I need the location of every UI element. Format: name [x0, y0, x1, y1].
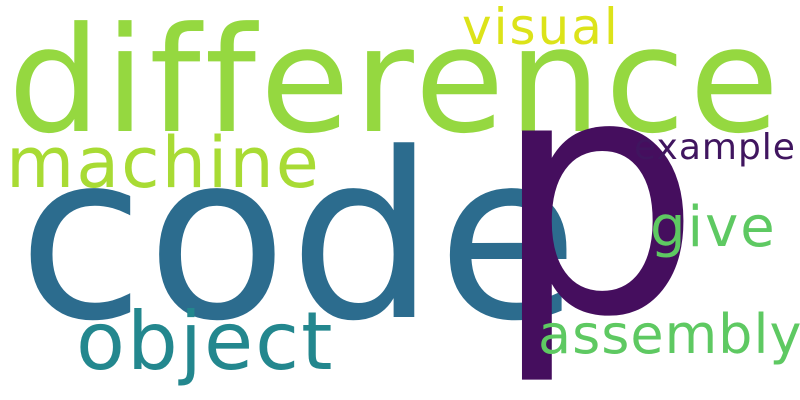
word-object: object — [76, 295, 335, 388]
word-p: p — [492, 5, 702, 389]
word-code: code — [18, 105, 581, 372]
word-give: give — [650, 195, 777, 260]
word-visual: visual — [462, 0, 620, 56]
word-difference: difference — [8, 0, 784, 166]
word-example: example — [634, 127, 796, 168]
word-machine: machine — [6, 122, 321, 204]
word-assembly: assembly — [538, 303, 800, 366]
